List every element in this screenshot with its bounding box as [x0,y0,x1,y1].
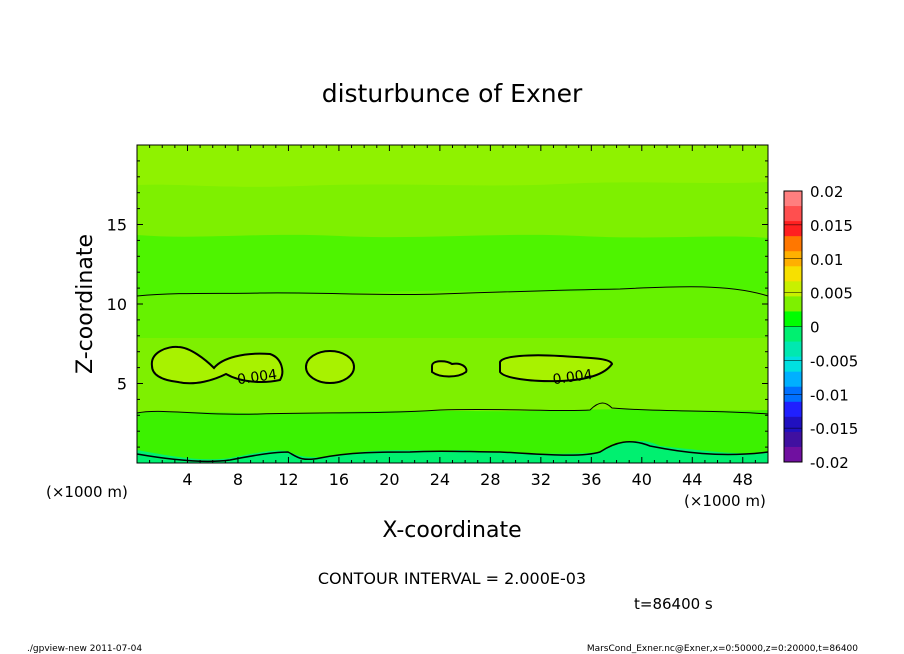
colorbar-tick-label: 0.01 [810,251,843,269]
colorbar-tick-label: -0.01 [810,386,849,404]
contour-bottom [136,440,769,463]
x-tick-label: 36 [581,470,601,489]
field-blob-4 [500,355,612,382]
contour-label: 0.004 [236,367,278,388]
colorbar-tick-label: 0.015 [810,217,853,235]
x-tick-label: 20 [379,470,399,489]
colorbar-tick-label: -0.02 [810,454,849,472]
y-tick-label: 5 [117,375,127,394]
contour-lower [136,402,769,415]
colorbar-tick-label: 0.02 [810,183,843,201]
colorbar-swatch [784,371,802,388]
x-tick-label: 28 [480,470,500,489]
chart-title: disturbunce of Exner [322,79,583,108]
footer-right: MarsCond_Exner.nc@Exner,x=0:50000,z=0:20… [587,644,858,654]
contour-loop-1 [150,345,284,385]
contour-loop-2 [305,350,355,384]
colorbar-swatch [784,266,802,282]
field-blob-2 [306,351,354,383]
colorbar-swatch [784,341,802,358]
x-tick-label: 16 [329,470,349,489]
x-tick-label: 48 [733,470,753,489]
colorbar-tick-label: 0 [810,319,820,337]
x-axis-label: X-coordinate [382,518,521,543]
x-tick-label: 40 [632,470,652,489]
contour-loop-4 [499,354,614,383]
colorbar-tick-label: -0.005 [810,352,858,370]
colorbar-swatch [784,431,802,448]
y-tick-label: 10 [107,295,127,314]
field-band-upper [137,145,768,187]
contour-interval-note: CONTOUR INTERVAL = 2.000E-03 [318,569,586,588]
field-blob-3 [432,361,467,377]
x-tick-label: 4 [182,470,192,489]
footer-left: ./gpview-new 2011-07-04 [27,644,142,654]
colorbar-swatch [784,401,802,418]
x-tick-label: 44 [682,470,702,489]
contour-label: 0.004 [552,367,594,388]
x-tick-label: 12 [278,470,298,489]
colorbar-swatch [784,356,802,373]
field-band-mid-light [137,234,768,296]
colorbar-swatch [784,191,802,207]
colorbar-swatch [784,281,802,297]
x-units-left: (×1000 m) [46,483,128,501]
time-label: t=86400 s [634,595,713,613]
y-tick-label: 15 [107,216,127,235]
colorbar-swatch [784,416,802,433]
colorbar-swatch [784,326,802,343]
colorbar-swatch [784,236,802,252]
contour-loop-3 [431,360,468,378]
field-band-mid [137,286,768,338]
x-tick-label: 8 [233,470,243,489]
x-tick-label: 24 [430,470,450,489]
x-units-right: (×1000 m) [684,492,766,510]
colorbar-swatch [784,296,802,312]
plot-area: 0.004 0.004 [136,144,769,464]
contour-upper [136,286,769,297]
colorbar-tick-label: 0.005 [810,285,853,303]
colorbar-swatch [784,446,802,463]
y-axis-label: Z-coordinate [73,234,98,374]
x-tick-label: 32 [531,470,551,489]
colorbar-tick-label: -0.015 [810,420,858,438]
colorbar: 0.02 0.015 0.01 0.005 0 -0.005 -0.01 -0.015 -0.0… [783,183,858,472]
colorbar-swatch [784,206,802,222]
colorbar-swatch [784,221,802,237]
colorbar-swatch [784,311,802,327]
